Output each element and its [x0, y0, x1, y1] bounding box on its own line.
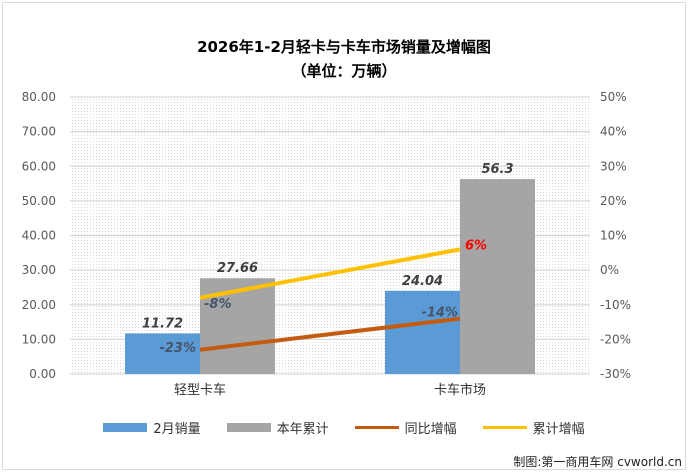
right-axis-tick: -20%	[600, 332, 631, 346]
bar-data-label: 24.04	[402, 274, 443, 289]
right-axis-tick: -10%	[600, 298, 631, 312]
legend-item: 累计增幅	[482, 418, 585, 437]
right-axis-tick: 20%	[600, 194, 627, 208]
left-axis-tick: 60.00	[22, 159, 56, 173]
right-axis-tick: 10%	[600, 229, 627, 243]
legend-swatch	[354, 426, 399, 429]
legend-item: 2月销量	[103, 418, 201, 437]
right-axis-tick: 40%	[600, 125, 627, 139]
legend-item: 本年累计	[226, 418, 329, 437]
watermark: 制图:第一商用车网 cvworld.cn	[513, 455, 682, 469]
bar-2月销量	[385, 290, 460, 374]
left-axis-tick: 10.00	[22, 332, 56, 346]
line-data-label: -14%	[421, 306, 458, 321]
legend-swatch	[226, 423, 271, 432]
left-axis-tick: 50.00	[22, 194, 56, 208]
bar-data-label: 11.72	[142, 316, 183, 331]
line-同比增幅	[199, 316, 461, 352]
legend-item: 同比增幅	[354, 418, 457, 437]
bar-data-label: 27.66	[217, 261, 258, 276]
line-data-label: -23%	[159, 341, 196, 356]
line-累计增幅	[199, 247, 461, 300]
chart-subtitle: （单位：万辆）	[291, 62, 397, 80]
left-axis-tick: 20.00	[22, 298, 56, 312]
line-data-label: -8%	[204, 297, 231, 312]
bar-data-label: 56.3	[481, 162, 513, 177]
bar-本年累计	[460, 179, 535, 374]
legend-swatch	[103, 423, 148, 432]
legend-label: 2月销量	[153, 422, 201, 437]
left-axis-tick: 70.00	[22, 125, 56, 139]
left-axis-tick: 0.00	[29, 367, 56, 381]
line-data-label: 6%	[465, 238, 487, 253]
left-axis-tick: 40.00	[22, 229, 56, 243]
left-axis-tick: 30.00	[22, 263, 56, 277]
legend-swatch	[482, 426, 527, 429]
bar-2月销量	[125, 333, 200, 374]
left-axis-tick: 80.00	[22, 90, 56, 104]
category-label: 卡车市场	[434, 382, 486, 398]
legend: 2月销量 本年累计 同比增幅 累计增幅	[0, 418, 688, 437]
legend-label: 本年累计	[276, 422, 329, 437]
right-axis-tick: -30%	[600, 367, 631, 381]
chart-title: 2026年1-2月轻卡与卡车市场销量及增幅图	[197, 38, 491, 56]
right-axis-tick: 30%	[600, 159, 627, 173]
legend-label: 累计增幅	[532, 422, 585, 437]
legend-label: 同比增幅	[404, 422, 457, 437]
category-label: 轻型卡车	[174, 382, 226, 398]
right-axis-tick: 50%	[600, 90, 627, 104]
right-axis-tick: 0%	[600, 263, 619, 277]
